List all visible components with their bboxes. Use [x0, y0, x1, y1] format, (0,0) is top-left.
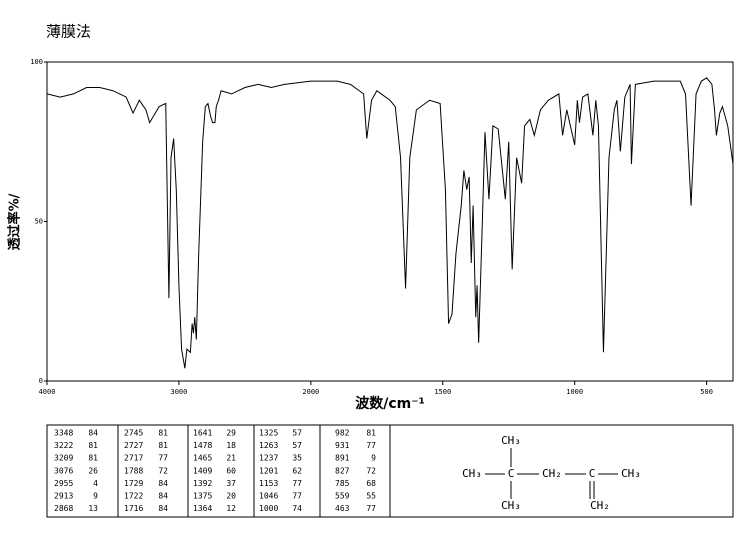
- x-tick-label: 4000: [39, 388, 56, 396]
- peak-transmittance: 77: [366, 441, 376, 450]
- peak-wavenumber: 1046: [259, 492, 278, 501]
- peak-transmittance: 26: [88, 466, 98, 475]
- peak-wavenumber: 1375: [193, 492, 212, 501]
- struct-group: CH₂: [542, 467, 562, 480]
- peak-transmittance: 21: [226, 454, 236, 463]
- struct-atom: C: [589, 467, 596, 480]
- peak-transmittance: 74: [292, 504, 302, 513]
- peak-transmittance: 4: [93, 479, 98, 488]
- peak-wavenumber: 3209: [54, 454, 73, 463]
- peak-wavenumber: 1409: [193, 466, 212, 475]
- peak-transmittance: 81: [158, 441, 168, 450]
- peak-transmittance: 81: [366, 429, 376, 438]
- peak-transmittance: 77: [366, 504, 376, 513]
- y-axis-label: 透过率%/: [7, 193, 23, 250]
- peak-wavenumber: 1153: [259, 479, 278, 488]
- peak-wavenumber: 1201: [259, 466, 278, 475]
- peak-wavenumber: 2868: [54, 504, 73, 513]
- x-axis-label: 波数/cm⁻¹: [355, 395, 425, 412]
- peak-transmittance: 55: [366, 492, 376, 501]
- peak-transmittance: 81: [88, 454, 98, 463]
- peak-transmittance: 57: [292, 429, 302, 438]
- peak-wavenumber: 1364: [193, 504, 212, 513]
- peak-wavenumber: 827: [335, 466, 350, 475]
- peak-transmittance: 84: [158, 479, 168, 488]
- peak-transmittance: 72: [366, 466, 376, 475]
- peak-wavenumber: 1000: [259, 504, 278, 513]
- peak-transmittance: 84: [158, 504, 168, 513]
- peak-wavenumber: 1237: [259, 454, 278, 463]
- peak-wavenumber: 2913: [54, 492, 73, 501]
- x-tick-label: 500: [700, 388, 713, 396]
- x-tick-label: 1500: [434, 388, 451, 396]
- peak-wavenumber: 1716: [124, 504, 143, 513]
- struct-group: CH₃: [621, 467, 641, 480]
- peak-wavenumber: 2727: [124, 441, 143, 450]
- peak-wavenumber: 1263: [259, 441, 278, 450]
- peak-wavenumber: 891: [335, 454, 350, 463]
- x-tick-label: 2000: [302, 388, 319, 396]
- peak-wavenumber: 1641: [193, 429, 212, 438]
- x-tick-label: 3000: [170, 388, 187, 396]
- peak-transmittance: 77: [292, 479, 302, 488]
- peak-transmittance: 13: [88, 504, 98, 513]
- peak-transmittance: 62: [292, 466, 302, 475]
- peak-transmittance: 84: [158, 492, 168, 501]
- peak-wavenumber: 1325: [259, 429, 278, 438]
- peak-wavenumber: 1722: [124, 492, 143, 501]
- spectrum-line: [46, 77, 734, 369]
- peak-wavenumber: 982: [335, 429, 350, 438]
- peak-transmittance: 35: [292, 454, 302, 463]
- y-tick-label: 50: [35, 218, 43, 226]
- peak-wavenumber: 785: [335, 479, 350, 488]
- peak-wavenumber: 2955: [54, 479, 73, 488]
- peak-transmittance: 68: [366, 479, 376, 488]
- peak-wavenumber: 3348: [54, 429, 73, 438]
- peak-transmittance: 72: [158, 466, 168, 475]
- peak-wavenumber: 2745: [124, 429, 143, 438]
- peak-wavenumber: 3222: [54, 441, 73, 450]
- peak-transmittance: 57: [292, 441, 302, 450]
- peak-transmittance: 77: [292, 492, 302, 501]
- chart-title: 薄膜法: [46, 23, 91, 41]
- struct-group: CH₃: [501, 499, 521, 512]
- peak-transmittance: 29: [226, 429, 236, 438]
- struct-group: CH₃: [462, 467, 482, 480]
- peak-transmittance: 37: [226, 479, 236, 488]
- peak-wavenumber: 1392: [193, 479, 212, 488]
- peak-transmittance: 9: [371, 454, 376, 463]
- table-dividers: [117, 425, 391, 517]
- peak-transmittance: 81: [158, 429, 168, 438]
- peak-transmittance: 12: [226, 504, 236, 513]
- x-tick-label: 1000: [566, 388, 583, 396]
- peak-transmittance: 81: [88, 441, 98, 450]
- struct-group: CH₂: [590, 499, 610, 512]
- peak-wavenumber: 3076: [54, 466, 73, 475]
- peak-wavenumber: 559: [335, 492, 350, 501]
- y-tick-label: 0: [39, 377, 43, 385]
- peak-transmittance: 9: [93, 492, 98, 501]
- peak-transmittance: 77: [158, 454, 168, 463]
- structure-bonds: [485, 448, 618, 499]
- peak-wavenumber: 1478: [193, 441, 212, 450]
- peak-wavenumber: 1729: [124, 479, 143, 488]
- peak-wavenumber: 463: [335, 504, 350, 513]
- peak-transmittance: 18: [226, 441, 236, 450]
- peak-transmittance: 84: [88, 429, 98, 438]
- struct-group: CH₃: [501, 434, 521, 447]
- peak-wavenumber: 931: [335, 441, 350, 450]
- peak-wavenumber: 1465: [193, 454, 212, 463]
- peak-transmittance: 20: [226, 492, 236, 501]
- peak-wavenumber: 2717: [124, 454, 143, 463]
- struct-atom: C: [508, 467, 515, 480]
- peak-wavenumber: 1788: [124, 466, 143, 475]
- y-tick-label: 100: [30, 58, 43, 66]
- peak-transmittance: 60: [226, 466, 236, 475]
